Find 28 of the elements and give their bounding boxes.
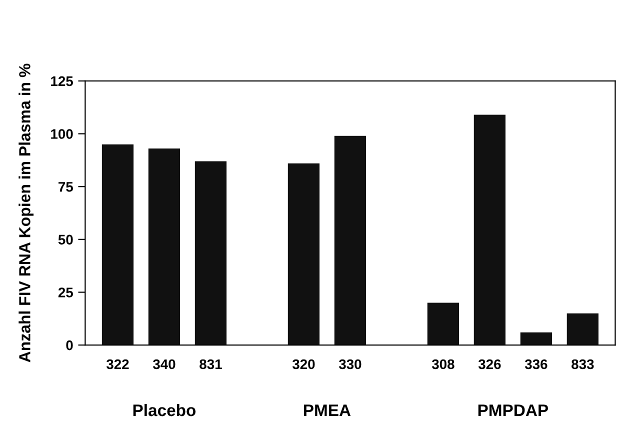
x-tick-label: 308 (432, 359, 454, 370)
x-tick-label: 322 (106, 359, 129, 370)
y-tick-label: 75 (58, 182, 73, 192)
bar (566, 313, 598, 346)
x-tick-label: 340 (152, 359, 176, 370)
y-tick-label: 100 (51, 129, 73, 139)
x-tick-label: 833 (572, 359, 594, 370)
text: PMPDAP (478, 404, 548, 416)
y-axis-title: Anzahl FIV RNA Kopien im Plasma in % (18, 64, 34, 362)
bar (334, 136, 366, 346)
x-tick-label: 831 (200, 359, 222, 370)
x-tick-label: 336 (524, 359, 548, 370)
text: PMEA (304, 404, 351, 416)
y-tick-label: 50 (58, 234, 73, 245)
y-tick-label: 0 (66, 340, 73, 350)
x-tick-label: 330 (338, 359, 362, 370)
y-tick-label: 25 (58, 288, 73, 298)
bar (102, 144, 134, 346)
bar (474, 114, 506, 346)
bar (288, 163, 320, 346)
bar (520, 332, 552, 346)
bar (194, 161, 227, 346)
x-tick-label: 320 (292, 359, 315, 370)
bar (427, 302, 460, 346)
x-tick-label: 326 (478, 359, 501, 370)
text: Placebo (133, 404, 196, 416)
bar (148, 148, 180, 346)
y-tick-label: 125 (51, 76, 73, 86)
